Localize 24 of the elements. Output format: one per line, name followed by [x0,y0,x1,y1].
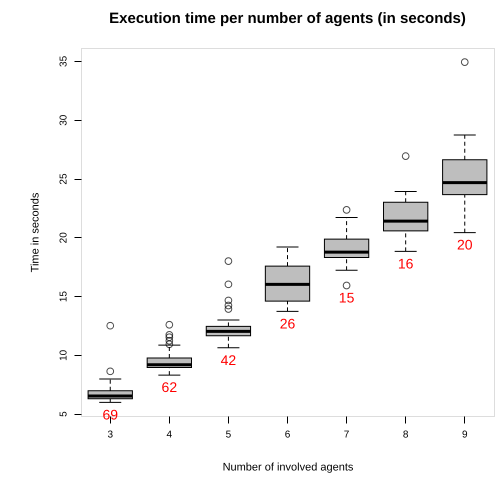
annotation: 42 [220,352,236,368]
annotation: 16 [398,255,414,272]
annotation: 20 [456,236,473,253]
x-tick-label: 9 [462,430,468,440]
x-tick-label: 6 [284,430,291,440]
annotation: 15 [338,289,355,306]
y-tick-label: 30 [58,114,70,126]
x-axis-title: Number of involved agents [222,462,354,474]
annotation: 69 [102,406,118,422]
chart-title: Execution time per number of agents (in seconds) [109,10,466,27]
x-tick-label: 4 [166,430,173,440]
y-tick-label: 15 [58,290,70,302]
x-tick-label: 3 [107,430,114,440]
x-tick-label: 8 [402,430,409,440]
y-tick-label: 10 [58,349,70,361]
annotation: 62 [162,379,178,396]
y-tick-label: 25 [58,173,70,185]
x-tick-label: 7 [344,430,350,440]
y-tick-label: 35 [58,55,70,67]
annotation: 26 [280,315,296,332]
y-tick-label: 20 [58,232,70,244]
y-axis-title: Time in seconds [30,192,42,272]
x-tick-label: 5 [226,430,232,440]
y-tick-label: 5 [58,410,70,417]
